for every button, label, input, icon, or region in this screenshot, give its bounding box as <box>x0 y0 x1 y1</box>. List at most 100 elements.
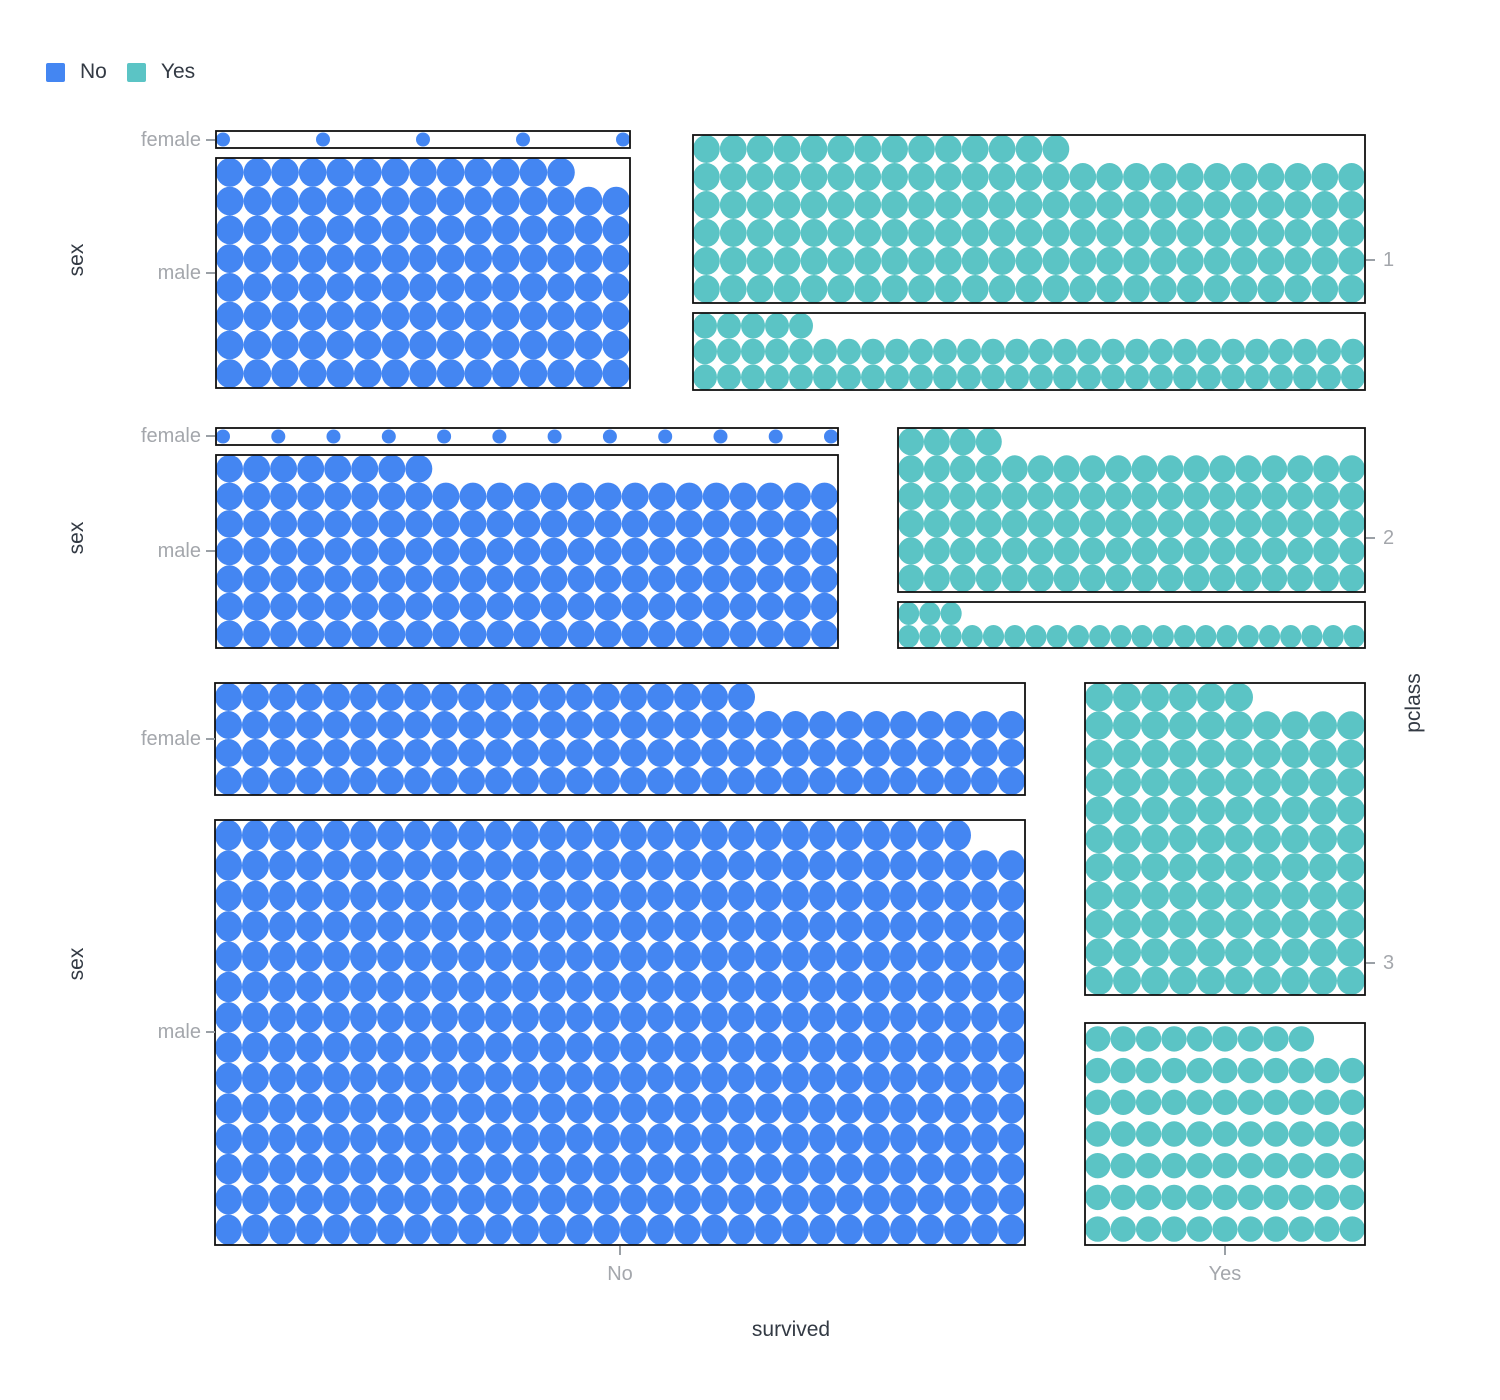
dot <box>567 537 595 566</box>
dot <box>492 186 520 216</box>
dot <box>1317 338 1341 365</box>
dot <box>854 191 882 219</box>
dot <box>566 911 593 942</box>
dot <box>1169 909 1197 939</box>
dot <box>381 330 410 360</box>
dot <box>216 186 244 216</box>
dot <box>1301 625 1323 648</box>
dot <box>519 301 548 331</box>
dot <box>566 1153 593 1185</box>
dot <box>539 683 566 711</box>
dot <box>1339 482 1365 510</box>
dot <box>492 215 520 245</box>
dot <box>1314 1057 1340 1084</box>
dot <box>919 625 941 648</box>
dot <box>1288 1089 1315 1116</box>
dot <box>1001 510 1028 538</box>
dot <box>464 330 493 360</box>
dot <box>1339 564 1365 592</box>
dot <box>1141 768 1169 797</box>
left-tick-label-male: male <box>158 1021 201 1043</box>
dot <box>701 683 728 711</box>
dot <box>1339 1121 1366 1147</box>
dot <box>1029 338 1053 365</box>
dot <box>486 565 514 593</box>
dot <box>1157 510 1184 538</box>
dot <box>693 338 717 365</box>
dot <box>1183 510 1210 538</box>
dot <box>1113 966 1141 995</box>
dot <box>436 186 465 216</box>
dot <box>1237 625 1259 648</box>
dot <box>648 565 676 593</box>
dot <box>1042 135 1070 163</box>
dot <box>755 941 782 972</box>
dot <box>971 1214 998 1246</box>
dot <box>381 158 410 187</box>
dot <box>1176 275 1204 303</box>
dot <box>594 565 622 593</box>
legend: No Yes <box>46 60 195 84</box>
dot <box>378 510 406 538</box>
dot <box>988 275 1016 303</box>
dot <box>409 330 437 360</box>
dot <box>486 620 514 648</box>
dot <box>547 273 575 302</box>
dot <box>1203 247 1231 275</box>
dot <box>1085 683 1113 712</box>
dot <box>243 330 272 360</box>
dot <box>409 359 437 388</box>
dot <box>935 191 962 219</box>
dot <box>485 941 512 972</box>
dot <box>458 767 485 795</box>
dot <box>326 301 355 331</box>
dot <box>717 313 741 339</box>
dot <box>1053 455 1080 483</box>
dot <box>783 482 811 511</box>
dot <box>242 911 269 942</box>
dot <box>1225 796 1253 825</box>
dot <box>350 1214 377 1246</box>
dot <box>1141 909 1169 939</box>
dot <box>837 364 861 391</box>
dot <box>755 911 782 942</box>
dot <box>1015 219 1043 247</box>
dot <box>215 911 242 942</box>
dot <box>944 1002 971 1033</box>
dot <box>242 767 269 795</box>
dot <box>1027 564 1054 592</box>
dot <box>377 971 404 1003</box>
dot <box>431 767 458 795</box>
dot <box>512 1032 539 1063</box>
dot <box>431 971 458 1003</box>
dot <box>863 767 890 795</box>
dot <box>1337 739 1365 769</box>
dot <box>620 711 647 739</box>
dot <box>271 244 299 273</box>
dot <box>809 1153 836 1185</box>
dot <box>975 482 1002 510</box>
dot <box>377 880 404 912</box>
dot <box>350 711 377 739</box>
dot <box>298 273 327 302</box>
dot <box>827 275 855 303</box>
dot <box>998 1062 1025 1094</box>
dot <box>436 273 465 302</box>
dot <box>350 880 377 912</box>
dot <box>539 739 566 767</box>
dot <box>1096 275 1123 303</box>
dot <box>1235 537 1262 565</box>
dot <box>1173 364 1197 391</box>
dot <box>923 455 950 483</box>
dot <box>409 158 437 187</box>
dot <box>566 739 593 767</box>
dot <box>863 1153 890 1185</box>
facet-border <box>897 427 1366 593</box>
dot <box>728 1062 755 1094</box>
dot <box>1131 482 1158 510</box>
dot <box>719 135 747 163</box>
dot <box>719 191 747 219</box>
dot <box>756 620 784 648</box>
dot <box>1135 1089 1162 1116</box>
dot <box>1212 1089 1238 1116</box>
